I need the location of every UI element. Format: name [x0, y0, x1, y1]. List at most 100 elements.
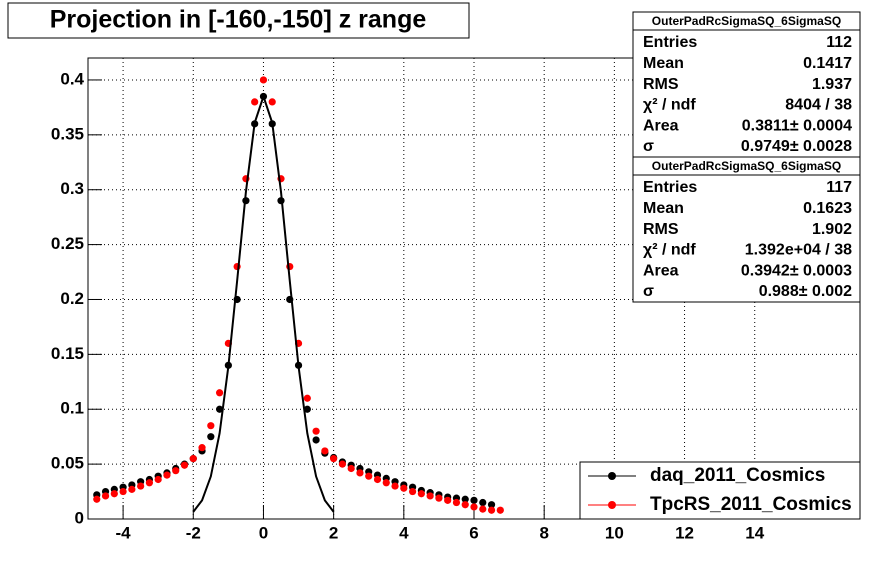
data-point: [303, 405, 311, 413]
stats-value: 0.9749± 0.0028: [741, 138, 852, 155]
data-point: [215, 405, 224, 413]
data-point: [207, 433, 215, 441]
stats-label: σ: [643, 138, 654, 155]
x-tick-label: 14: [745, 523, 764, 542]
stats-value: 0.3811± 0.0004: [742, 117, 852, 134]
data-point: [207, 422, 215, 430]
data-point: [382, 479, 390, 487]
stats-value: 0.3942± 0.0003: [741, 262, 852, 279]
data-point: [356, 469, 364, 477]
data-point: [312, 427, 320, 435]
data-point: [312, 436, 320, 444]
data-point: [487, 506, 496, 514]
stats-title: OuterPadRcSigmaSQ_6SigmaSQ: [652, 14, 841, 28]
data-point: [154, 475, 162, 484]
data-point: [93, 495, 101, 503]
y-tick-label: 0.35: [51, 124, 84, 143]
data-point: [128, 485, 136, 493]
data-point: [496, 506, 504, 514]
stats-value: 0.1417: [803, 55, 852, 72]
y-tick-label: 0.1: [60, 399, 84, 418]
data-point: [101, 492, 110, 500]
stats-label: Entries: [643, 34, 697, 51]
data-point: [180, 461, 189, 469]
legend-marker: [608, 501, 616, 509]
y-tick-label: 0.4: [60, 69, 84, 88]
data-point: [435, 494, 443, 502]
data-point: [321, 447, 329, 455]
y-tick-label: 0.3: [60, 179, 84, 198]
x-tick-label: 4: [399, 523, 409, 542]
x-tick-label: 12: [675, 523, 694, 542]
stats-label: Area: [643, 117, 679, 134]
data-point: [268, 98, 276, 106]
data-point: [452, 498, 461, 507]
stats-label: Mean: [643, 200, 684, 217]
data-point: [259, 76, 268, 84]
data-point: [198, 444, 206, 452]
legend-box: [579, 461, 861, 520]
y-tick-label: 0.05: [51, 454, 84, 473]
data-point: [461, 501, 469, 509]
x-tick-label: 2: [329, 523, 338, 542]
data-point: [470, 496, 478, 504]
stats-value: 1.902: [812, 221, 852, 238]
stats-label: χ² / ndf: [643, 97, 696, 114]
data-point: [215, 389, 224, 397]
data-point: [373, 475, 382, 484]
y-tick-label: 0.2: [60, 289, 84, 308]
data-point: [189, 455, 197, 463]
stats-value: 112: [826, 34, 852, 51]
legend-label: daq_2011_Cosmics: [650, 465, 825, 486]
x-tick-label: 10: [605, 523, 624, 542]
stats-label: Mean: [643, 55, 684, 72]
data-point: [145, 479, 154, 487]
stats-box: [632, 11, 861, 158]
legend-label: TpcRS_2011_Cosmics: [650, 494, 852, 515]
stats-value: 1.937: [812, 76, 852, 93]
stats-value: 117: [826, 179, 852, 196]
data-point: [400, 484, 408, 492]
y-tick-label: 0: [75, 508, 84, 527]
data-point: [172, 467, 180, 475]
data-point: [391, 482, 399, 490]
stats-label: Entries: [643, 179, 697, 196]
stats-label: σ: [643, 283, 654, 300]
stats-value: 8404 / 38: [785, 97, 852, 114]
x-tick-label: -2: [186, 523, 201, 542]
stats-label: Area: [643, 262, 679, 279]
data-point: [417, 490, 425, 498]
x-tick-label: -4: [116, 523, 132, 542]
x-tick-label: 8: [539, 523, 548, 542]
stats-title: OuterPadRcSigmaSQ_6SigmaSQ: [652, 159, 841, 173]
data-point: [365, 472, 373, 480]
stats-label: RMS: [643, 221, 679, 238]
data-point: [137, 482, 145, 490]
legend-marker: [608, 472, 616, 480]
data-point: [479, 505, 487, 513]
stats-value: 0.1623: [803, 200, 852, 217]
data-point: [338, 460, 347, 468]
x-tick-label: 0: [259, 523, 268, 542]
data-point: [119, 487, 127, 496]
stats-label: RMS: [643, 76, 679, 93]
data-point: [110, 490, 118, 498]
data-point: [347, 464, 355, 473]
data-point: [330, 455, 338, 463]
y-tick-label: 0.25: [51, 234, 84, 253]
stats-label: χ² / ndf: [643, 242, 696, 259]
stats-value: 1.392e+04 / 38: [745, 242, 852, 259]
title-box: [7, 2, 470, 39]
chart-title: Projection in [-160,-150] z range: [50, 6, 427, 34]
data-point: [444, 496, 452, 504]
data-point: [163, 471, 171, 479]
data-point: [251, 98, 259, 106]
data-point: [426, 492, 434, 500]
stats-value: 0.988± 0.002: [759, 283, 852, 300]
data-point: [470, 503, 478, 511]
fit-curve: [192, 93, 335, 513]
x-tick-label: 6: [469, 523, 478, 542]
y-tick-label: 0.15: [51, 344, 84, 363]
data-point: [479, 498, 487, 507]
